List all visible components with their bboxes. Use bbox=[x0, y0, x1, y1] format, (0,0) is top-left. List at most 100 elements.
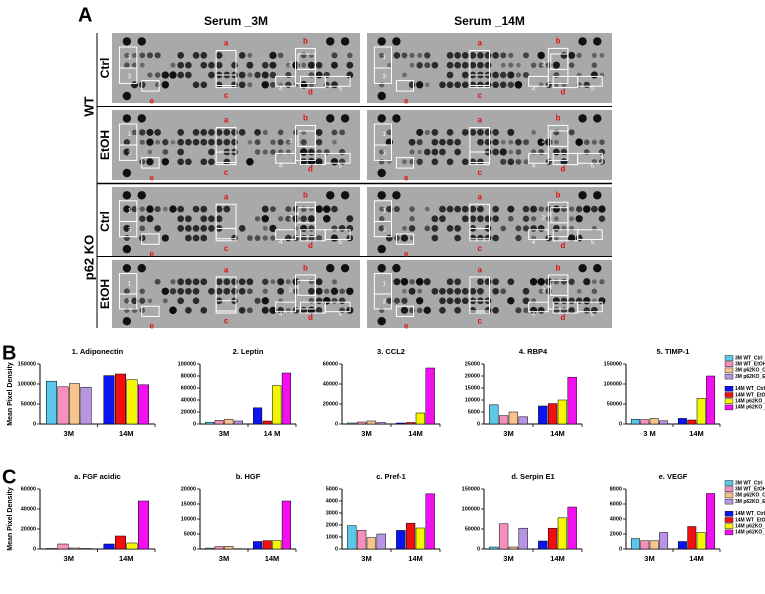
bar bbox=[567, 506, 577, 550]
legend-label: 14M p62KO_EtOH bbox=[735, 405, 765, 411]
spot bbox=[408, 138, 416, 146]
spot bbox=[593, 191, 602, 200]
spot bbox=[522, 52, 530, 59]
spot bbox=[500, 158, 507, 165]
highlight-box bbox=[550, 53, 569, 70]
spot bbox=[161, 81, 170, 89]
spot bbox=[208, 129, 215, 136]
highlight-box bbox=[297, 130, 316, 147]
spot bbox=[492, 138, 499, 146]
spot bbox=[583, 81, 590, 89]
spot bbox=[461, 81, 469, 89]
spot bbox=[122, 263, 132, 273]
spot bbox=[477, 52, 484, 59]
legend-label: 14M WT_EtOH bbox=[735, 517, 765, 523]
spot bbox=[583, 149, 590, 155]
spot bbox=[285, 234, 292, 242]
highlight-box bbox=[469, 203, 490, 240]
spot bbox=[538, 149, 545, 155]
spot bbox=[315, 287, 323, 295]
spot bbox=[169, 306, 177, 315]
x-tick-label: 3M bbox=[361, 554, 371, 563]
spot-letter: c bbox=[477, 91, 482, 100]
x-tick-label: 3M bbox=[644, 554, 654, 563]
spot bbox=[269, 81, 276, 88]
spot bbox=[238, 225, 246, 232]
spot bbox=[492, 234, 499, 242]
spot bbox=[500, 288, 507, 295]
bar bbox=[115, 373, 126, 425]
bar bbox=[356, 421, 367, 425]
bar bbox=[547, 527, 558, 550]
spot-letter: c bbox=[477, 244, 482, 253]
y-tick-label: 50000 bbox=[21, 401, 36, 407]
highlight-box bbox=[215, 74, 237, 89]
spot-letter: a bbox=[224, 265, 229, 274]
spot bbox=[583, 205, 591, 213]
spot bbox=[154, 278, 161, 285]
highlight-box bbox=[324, 301, 351, 313]
spot bbox=[553, 72, 560, 78]
spot bbox=[377, 168, 386, 178]
spot bbox=[568, 297, 575, 305]
column-title: Serum _3M bbox=[204, 14, 268, 28]
spot bbox=[417, 52, 423, 58]
spot bbox=[402, 72, 407, 78]
spot bbox=[238, 81, 246, 89]
spot bbox=[122, 168, 132, 178]
spot bbox=[454, 225, 461, 232]
spot bbox=[575, 205, 583, 213]
spot bbox=[591, 62, 598, 68]
highlight-box bbox=[373, 293, 393, 310]
highlight-box bbox=[118, 293, 138, 310]
spot bbox=[192, 129, 200, 136]
spot bbox=[177, 61, 185, 69]
spot bbox=[277, 52, 284, 59]
spot bbox=[408, 225, 416, 232]
spot bbox=[131, 205, 138, 213]
spot bbox=[300, 215, 307, 222]
spot-number: 1 bbox=[382, 209, 386, 215]
spot bbox=[231, 287, 238, 295]
spot bbox=[299, 148, 308, 156]
spot bbox=[131, 62, 138, 68]
spot bbox=[122, 91, 132, 101]
spot bbox=[431, 287, 439, 295]
highlight-box bbox=[577, 229, 603, 240]
spot bbox=[185, 71, 192, 79]
spot bbox=[154, 225, 161, 232]
spot bbox=[568, 307, 575, 314]
spot bbox=[484, 215, 492, 223]
spot bbox=[162, 139, 169, 146]
spot bbox=[277, 278, 285, 286]
spot bbox=[307, 215, 315, 223]
spot bbox=[122, 317, 132, 326]
spot bbox=[379, 149, 385, 155]
spot bbox=[378, 225, 385, 232]
spot bbox=[122, 244, 132, 254]
highlight-box bbox=[118, 144, 138, 161]
spot bbox=[553, 129, 560, 136]
bar bbox=[281, 500, 291, 550]
spot bbox=[261, 215, 269, 223]
spot bbox=[154, 129, 161, 136]
spot bbox=[446, 81, 454, 89]
spot bbox=[223, 205, 231, 213]
spot bbox=[200, 234, 208, 242]
bar bbox=[415, 527, 426, 550]
spot bbox=[215, 52, 223, 59]
spot bbox=[170, 279, 176, 285]
y-tick-label: 20000 bbox=[465, 373, 480, 379]
bar bbox=[253, 541, 263, 550]
spot bbox=[416, 81, 424, 89]
spot bbox=[155, 139, 161, 145]
spot bbox=[346, 61, 354, 69]
spot bbox=[185, 306, 192, 314]
spot bbox=[146, 215, 154, 223]
bar bbox=[262, 540, 272, 550]
spot bbox=[147, 298, 153, 304]
spot bbox=[439, 306, 446, 314]
spot bbox=[315, 278, 323, 286]
spot bbox=[323, 81, 330, 88]
spot bbox=[208, 61, 215, 69]
